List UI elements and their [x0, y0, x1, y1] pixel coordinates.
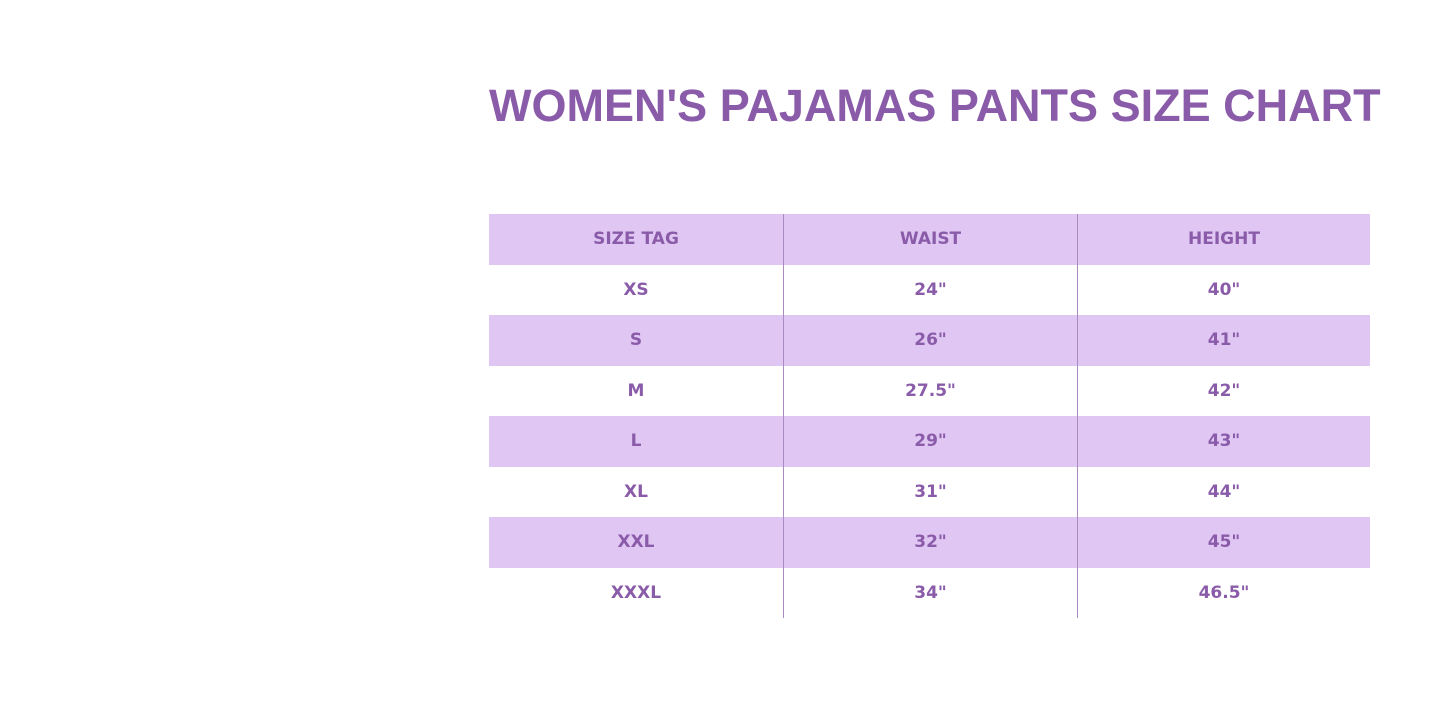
table-row: M 27.5" 42" [489, 365, 1370, 416]
waist-cell: 31" [783, 466, 1077, 517]
header-height: HEIGHT [1077, 214, 1370, 265]
page-title: WOMEN'S PAJAMAS PANTS SIZE CHART [489, 80, 1381, 131]
table-body: XS 24" 40" S 26" 41" M 27.5" 42" L 29" 43" XL 31" 44" X… [489, 264, 1370, 618]
size-cell: M [627, 380, 645, 401]
size-cell: L [630, 431, 642, 452]
height-cell: 42" [1077, 365, 1370, 416]
table-row: XXL 32" 45" [489, 517, 1370, 568]
size-cell: XXL [617, 532, 655, 553]
size-cell: XS [623, 279, 649, 300]
waist-cell: 26" [783, 315, 1077, 366]
height-cell: 46.5" [1077, 567, 1370, 618]
waist-cell: 29" [783, 416, 1077, 467]
header-waist: WAIST [783, 214, 1077, 265]
waist-cell: 27.5" [783, 365, 1077, 416]
size-cell: XL [624, 481, 648, 502]
table-row: XS 24" 40" [489, 264, 1370, 315]
height-cell: 40" [1077, 264, 1370, 315]
size-cell: S [629, 330, 643, 351]
size-chart-table: SIZE TAG WAIST HEIGHT XS 24" 40" S 26" 41" M 27… [489, 214, 1370, 618]
table-header-row: SIZE TAG WAIST HEIGHT [489, 214, 1370, 265]
table-row: L 29" 43" [489, 416, 1370, 467]
header-size-tag: SIZE TAG [593, 229, 679, 250]
height-cell: 44" [1077, 466, 1370, 517]
size-cell: XXXL [610, 582, 662, 603]
waist-cell: 32" [783, 517, 1077, 568]
waist-cell: 24" [783, 264, 1077, 315]
table-row: XXXL 34" 46.5" [489, 567, 1370, 618]
waist-cell: 34" [783, 567, 1077, 618]
height-cell: 45" [1077, 517, 1370, 568]
table-row: XL 31" 44" [489, 466, 1370, 517]
table-row: S 26" 41" [489, 315, 1370, 366]
height-cell: 43" [1077, 416, 1370, 467]
height-cell: 41" [1077, 315, 1370, 366]
